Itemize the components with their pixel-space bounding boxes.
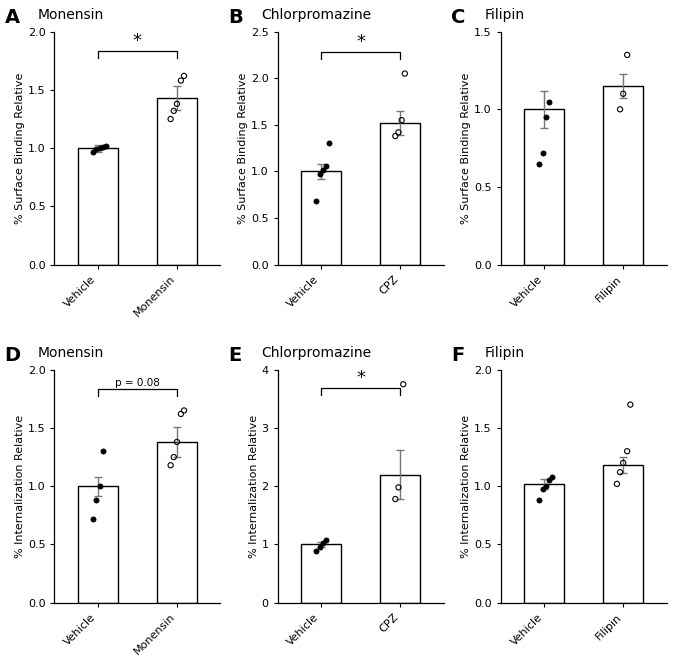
Point bbox=[179, 405, 190, 416]
Text: *: * bbox=[133, 33, 142, 51]
Point bbox=[176, 408, 186, 419]
Point bbox=[612, 479, 622, 489]
Point bbox=[97, 446, 108, 457]
Point bbox=[390, 131, 401, 142]
Point bbox=[91, 144, 102, 155]
Point bbox=[314, 169, 325, 180]
Text: *: * bbox=[356, 33, 365, 51]
Point bbox=[179, 70, 190, 81]
Y-axis label: % Surface Binding Relative: % Surface Binding Relative bbox=[461, 72, 471, 224]
Point bbox=[622, 446, 632, 457]
Text: A: A bbox=[5, 8, 20, 27]
Bar bbox=[380, 475, 420, 602]
Point bbox=[534, 495, 545, 505]
Text: *: * bbox=[356, 369, 365, 387]
Text: F: F bbox=[451, 346, 464, 365]
Point bbox=[88, 513, 99, 524]
Point bbox=[321, 535, 331, 545]
Bar bbox=[524, 109, 564, 265]
Point bbox=[171, 98, 182, 109]
Point bbox=[393, 127, 404, 138]
Y-axis label: % Surface Binding Relative: % Surface Binding Relative bbox=[238, 72, 248, 224]
Point bbox=[91, 495, 102, 505]
Point bbox=[165, 114, 176, 124]
Point bbox=[317, 538, 328, 549]
Point bbox=[314, 542, 325, 553]
Point bbox=[390, 493, 401, 504]
Point bbox=[543, 96, 554, 107]
Bar bbox=[78, 148, 117, 265]
Point bbox=[615, 104, 626, 114]
Point bbox=[323, 138, 334, 149]
Point bbox=[321, 160, 331, 171]
Text: Monensin: Monensin bbox=[38, 346, 104, 360]
Text: Chlorpromazine: Chlorpromazine bbox=[261, 346, 371, 360]
Point bbox=[396, 115, 407, 126]
Y-axis label: % Internalization Relative: % Internalization Relative bbox=[461, 415, 471, 558]
Point bbox=[165, 460, 176, 471]
Point bbox=[541, 112, 551, 122]
Point bbox=[541, 481, 551, 491]
Point bbox=[176, 75, 186, 86]
Point bbox=[311, 196, 322, 207]
Point bbox=[534, 158, 545, 169]
Text: Filipin: Filipin bbox=[484, 346, 524, 360]
Y-axis label: % Internalization Relative: % Internalization Relative bbox=[15, 415, 25, 558]
Point bbox=[537, 483, 548, 494]
Point bbox=[94, 481, 105, 491]
Point bbox=[97, 142, 108, 152]
Y-axis label: % Surface Binding Relative: % Surface Binding Relative bbox=[15, 72, 25, 224]
Text: C: C bbox=[451, 8, 465, 27]
Bar bbox=[301, 545, 341, 602]
Point bbox=[547, 471, 558, 482]
Text: D: D bbox=[5, 346, 21, 365]
Text: Monensin: Monensin bbox=[38, 8, 104, 23]
Point bbox=[618, 458, 628, 468]
Text: p = 0.08: p = 0.08 bbox=[115, 378, 160, 388]
Bar bbox=[380, 123, 420, 265]
Bar bbox=[603, 465, 643, 602]
Point bbox=[168, 106, 179, 116]
Text: B: B bbox=[228, 8, 242, 27]
Point bbox=[88, 146, 99, 157]
Text: Filipin: Filipin bbox=[484, 8, 524, 23]
Point bbox=[625, 399, 636, 410]
Point bbox=[400, 68, 410, 79]
Bar bbox=[301, 172, 341, 265]
Point bbox=[393, 482, 404, 493]
Point bbox=[317, 164, 328, 175]
Bar bbox=[157, 442, 196, 602]
Point bbox=[398, 379, 408, 390]
Point bbox=[622, 50, 632, 61]
Point bbox=[543, 475, 554, 485]
Y-axis label: % Internalization Relative: % Internalization Relative bbox=[248, 415, 259, 558]
Point bbox=[537, 148, 548, 158]
Bar bbox=[157, 98, 196, 265]
Text: Chlorpromazine: Chlorpromazine bbox=[261, 8, 371, 23]
Point bbox=[311, 546, 322, 557]
Point bbox=[615, 467, 626, 477]
Point bbox=[171, 437, 182, 448]
Point bbox=[168, 452, 179, 462]
Point bbox=[618, 88, 628, 99]
Bar bbox=[78, 486, 117, 602]
Bar bbox=[524, 484, 564, 602]
Point bbox=[101, 140, 111, 151]
Bar bbox=[603, 86, 643, 265]
Text: E: E bbox=[228, 346, 241, 365]
Point bbox=[94, 143, 105, 154]
